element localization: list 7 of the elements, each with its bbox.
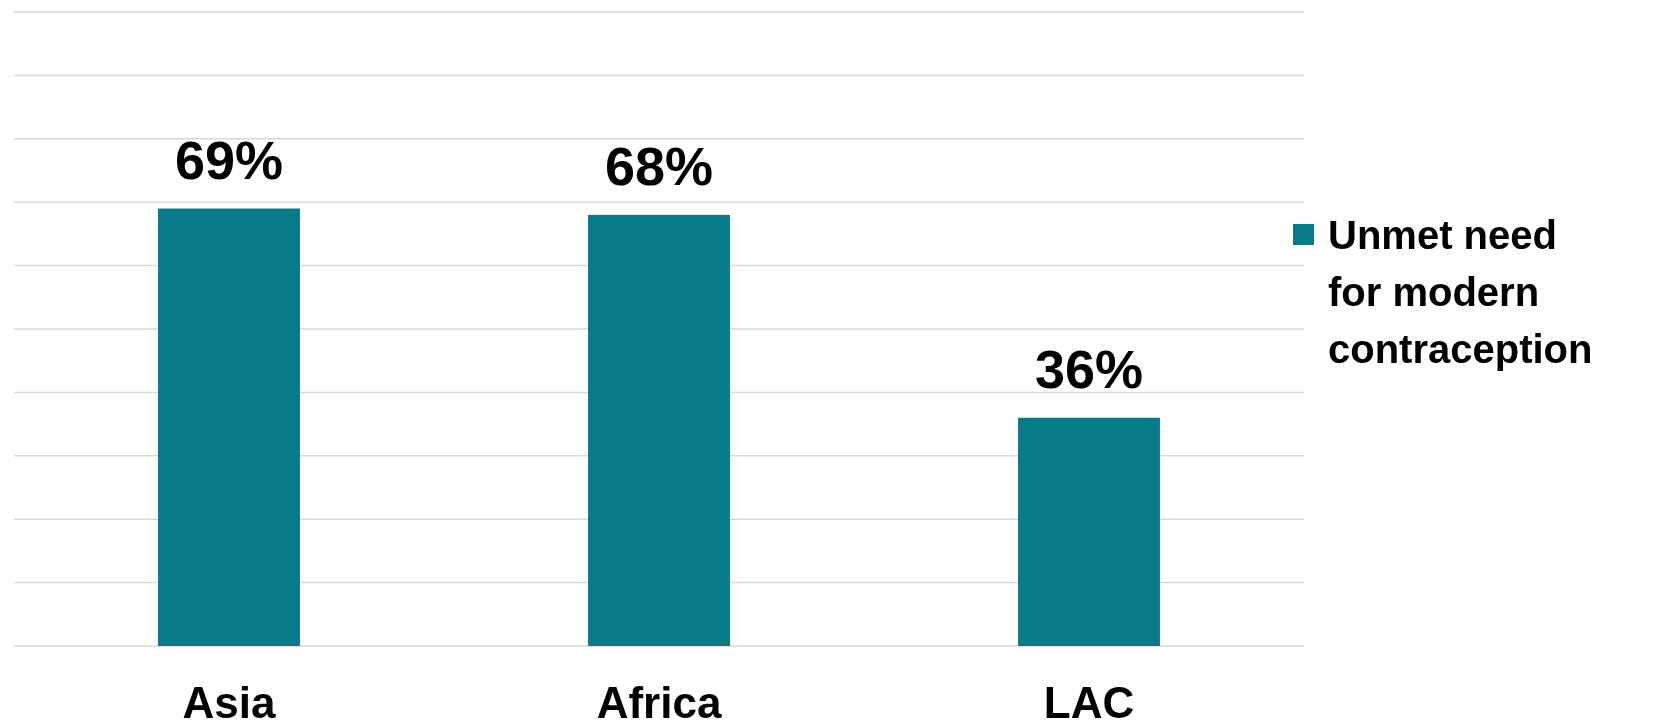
legend-label: Unmet need for modern contraception: [1328, 213, 1593, 371]
data-label: 69%: [174, 129, 284, 190]
x-tick-label: Africa: [596, 678, 722, 723]
data-label: 36%: [1034, 338, 1144, 399]
x-tick-label: Asia: [182, 678, 276, 723]
data-label: 68%: [604, 135, 714, 196]
x-tick-label: LAC: [1043, 678, 1135, 723]
